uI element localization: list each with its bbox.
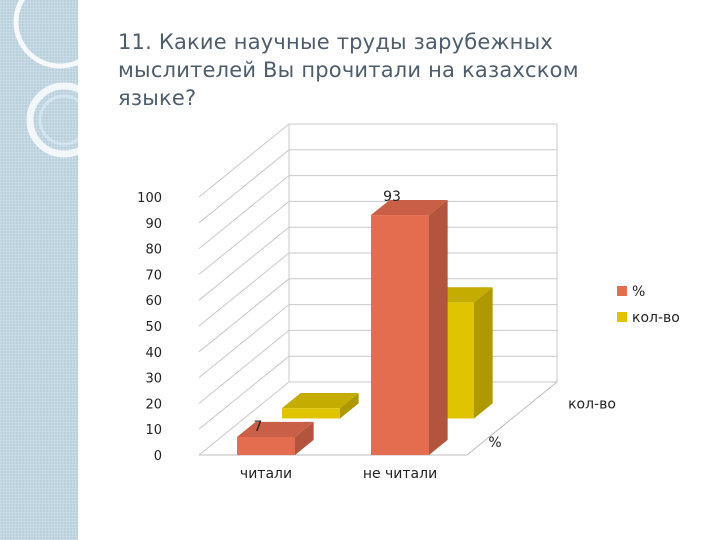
bar-front-face	[282, 408, 340, 419]
depth-axis-labels: % кол-во	[488, 397, 616, 452]
decorative-side-strip	[0, 0, 78, 540]
y-tick-label: 80	[145, 243, 162, 258]
bar-side-face	[295, 421, 314, 455]
floor-right-edge	[466, 381, 558, 456]
side-wall-gridline	[198, 381, 290, 456]
bar-percent-0	[237, 421, 314, 455]
side-wall-gridline	[198, 278, 290, 353]
legend-swatch	[617, 312, 627, 322]
depth-label: %	[488, 435, 501, 451]
y-tick-label: 90	[145, 217, 162, 232]
bar-front-face	[371, 215, 429, 455]
y-tick-label: 30	[145, 372, 162, 387]
side-wall-gridline	[198, 149, 290, 224]
y-tick-label: 0	[154, 449, 162, 464]
y-tick-label: 20	[145, 397, 162, 412]
bar-side-face	[429, 199, 448, 455]
side-wall-gridline	[198, 355, 290, 430]
side-wall-gridline	[198, 175, 290, 249]
y-tick-label: 40	[145, 346, 162, 361]
bar-count-0	[282, 393, 359, 419]
side-wall-gridline	[198, 304, 290, 378]
data-label: 7	[254, 419, 263, 435]
y-tick-label: 50	[145, 320, 162, 335]
bar-side-face	[340, 393, 359, 419]
x-axis-categories: читали не читали	[240, 466, 437, 482]
category-label: не читали	[363, 466, 437, 482]
y-tick-label: 10	[145, 423, 162, 438]
y-tick-label: 60	[145, 294, 162, 309]
bar-top-face	[237, 421, 314, 437]
data-label: 93	[383, 189, 401, 205]
legend-label: кол-во	[632, 310, 680, 326]
side-wall-gridline	[198, 330, 290, 404]
side-wall-gridline	[198, 226, 290, 301]
category-label: читали	[240, 466, 292, 482]
bar-percent-1	[371, 199, 448, 455]
y-axis-ticks: 0 10 20 30 40 50 60 70 80 90 100	[137, 191, 162, 464]
side-wall-gridline	[198, 123, 290, 198]
legend-label: %	[632, 284, 645, 300]
bars: 7 93	[237, 189, 493, 455]
bar-top-face	[371, 199, 448, 216]
depth-label: кол-во	[568, 397, 616, 413]
legend-swatch	[617, 286, 627, 296]
bar-side-face	[474, 287, 493, 419]
side-wall-gridline	[198, 252, 290, 327]
legend: % кол-во	[617, 284, 680, 326]
slide-title: 11. Какие научные труды зарубежных мысли…	[118, 30, 579, 110]
chart-grid	[198, 123, 558, 456]
y-tick-label: 70	[145, 268, 162, 283]
side-wall-gridline	[198, 201, 290, 275]
y-tick-label: 100	[137, 191, 162, 206]
bar-top-face	[282, 393, 359, 409]
decorative-rings	[13, 0, 78, 158]
bar-front-face	[237, 436, 295, 455]
